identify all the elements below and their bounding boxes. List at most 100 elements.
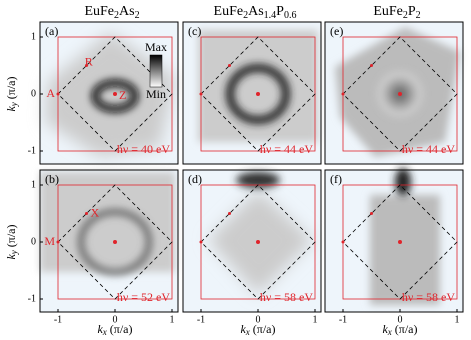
frame [182,169,322,313]
photon-energy: hν = 58 eV [260,290,314,304]
text-part: k [240,322,246,336]
point [370,64,373,67]
photon-energy: hν = 58 eV [402,290,456,304]
column-title: EuFe2P2 [373,4,420,21]
panel-label: (f) [330,172,342,186]
text-part: k [97,322,103,336]
x-tick-label: -1 [54,314,62,325]
y-tick-label: 0 [31,88,36,99]
point-label: R [85,54,93,68]
panel-label: (b) [45,172,59,186]
x-tick-label: 1 [170,314,175,325]
text-part: (π/a) [392,322,418,336]
map [198,30,318,142]
text-part: y [9,250,19,255]
x-axis-label: kx (π/a) [240,322,275,337]
y-tick-label: -1 [28,145,36,156]
frame [39,21,179,165]
point [341,92,345,96]
y-tick-label: -1 [28,293,36,304]
text-part: x [245,327,250,337]
point-label: X [91,205,100,219]
ring [91,79,139,113]
x-tick-label: -1 [197,314,205,325]
text-part: 2 [114,10,119,21]
map [40,172,175,272]
point [56,240,60,244]
point [113,240,117,244]
point-label: M [44,234,55,248]
y-axis-label: ky (π/a) [4,76,19,111]
map [208,190,313,295]
text-part: 2 [243,10,248,21]
text-part: k [382,322,388,336]
panel-label: (a) [45,24,58,38]
frame [182,21,322,165]
frame [39,169,179,313]
text-part: 2 [135,10,140,21]
text-part: P [408,4,416,19]
text-part: (π/a) [250,322,276,336]
text-part: (π/a) [107,322,133,336]
text-part: (π/a) [4,224,18,250]
y-axis-label: ky (π/a) [4,224,19,259]
text-part: 1.4 [264,10,277,21]
map [45,32,175,157]
point [56,92,60,96]
spot [395,168,411,196]
x-tick-label: 0 [113,314,118,325]
point [113,92,117,96]
text-part: k [4,254,18,260]
photon-energy: hν = 40 eV [117,142,171,156]
zone-diamond [342,36,458,152]
y-tick-label: 1 [31,179,36,190]
y-tick-label: 0 [31,236,36,247]
column-title: EuFe2As2 [84,4,139,21]
panel: (b) hν = 52 eV X M [39,169,179,313]
panel: (c) hν = 44 eV [182,21,322,165]
x-tick-label: 0 [398,314,403,325]
x-axis-label: kx (π/a) [382,322,417,337]
y-tick-label: 1 [31,31,36,42]
text-part: x [102,327,107,337]
panel: (e) hν = 44 eV [324,21,464,165]
photon-energy: hν = 44 eV [260,142,314,156]
x-tick-label: -1 [339,314,347,325]
point [85,212,88,215]
text-part: As [119,4,135,19]
text-part: x [387,327,392,337]
point [199,240,203,244]
ring [226,64,290,124]
point [398,240,402,244]
zone-diamond [200,184,316,300]
x-tick-label: 1 [455,314,460,325]
colorbar [149,54,163,88]
text-part: y [9,102,19,107]
point [398,92,402,96]
point [199,92,203,96]
point [370,212,373,215]
text-part: EuFe [84,4,114,19]
text-part: EuFe [373,4,403,19]
panel-label: (c) [188,24,201,38]
column-title: EuFe2As1.4P0.6 [214,4,297,21]
text-part: 2 [416,10,421,21]
photon-energy: hν = 52 eV [117,290,171,304]
frame [324,21,464,165]
point [85,64,88,67]
ring [78,209,152,275]
text-part: 2 [403,10,408,21]
point [228,64,231,67]
colorbar-min: Min [146,87,166,101]
text-part: (π/a) [4,76,18,102]
text-part: k [4,106,18,112]
x-tick-label: 0 [256,314,261,325]
point [256,240,260,244]
point [341,240,345,244]
point [228,212,231,215]
point-label: Z [119,88,126,102]
text-part: EuFe [214,4,244,19]
photon-energy: hν = 44 eV [402,142,456,156]
colorbar-max: Max [145,40,167,54]
